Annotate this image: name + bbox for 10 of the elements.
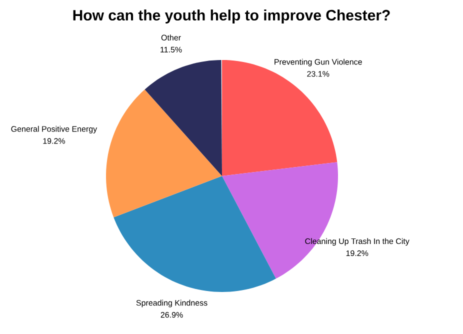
data-label: 23.1% xyxy=(307,71,330,77)
slice-label: Other xyxy=(161,34,181,40)
data-label: 26.9% xyxy=(160,312,183,318)
slice-label: Spreading Kindness xyxy=(136,300,208,308)
data-label: 19.2% xyxy=(43,138,66,144)
chart-title: How can the youth help to improve Chester? xyxy=(73,10,390,24)
data-label: 11.5% xyxy=(160,46,182,52)
slice-label: General Positive Energy xyxy=(11,126,98,134)
data-label: 19.2% xyxy=(346,250,368,256)
slice-label: Preventing Gun Violence xyxy=(274,58,362,66)
